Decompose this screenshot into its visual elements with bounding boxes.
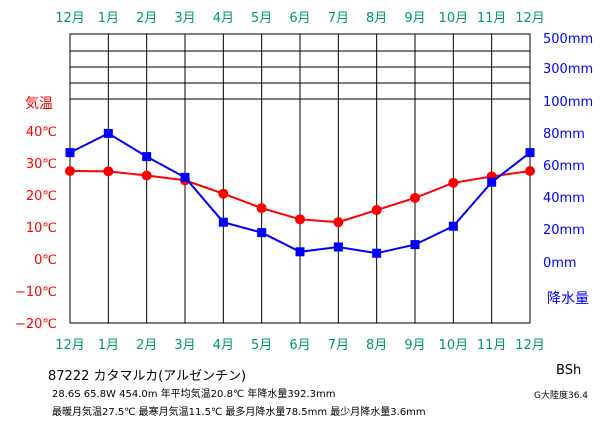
- temperature-point: [333, 217, 344, 228]
- temperature-point: [65, 166, 75, 176]
- month-label-bottom: 12月: [515, 338, 545, 353]
- station-stats-line2: 最暖月気温27.5℃ 最寒月気温11.5℃ 最多月降水量78.5mm 最少月降水…: [52, 407, 426, 418]
- climate-class: BSh: [556, 363, 582, 378]
- temperature-point: [103, 166, 114, 177]
- precipitation-point: [333, 242, 343, 252]
- right-tick-label: 300mm: [543, 62, 593, 77]
- continentality-index: G大陸度36.4: [534, 391, 589, 401]
- right-axis-label: 降水量: [547, 291, 589, 307]
- month-label-top: 10月: [439, 11, 469, 26]
- temperature-point: [525, 166, 535, 176]
- month-label-top: 9月: [404, 11, 425, 26]
- month-label-bottom: 8月: [366, 338, 387, 353]
- right-tick-label: 20mm: [543, 223, 585, 238]
- month-label-bottom: 4月: [213, 338, 234, 353]
- station-stats-line1: 28.6S 65.8W 454.0m 年平均気温20.8℃ 年降水量392.3m…: [52, 389, 336, 400]
- precipitation-point: [487, 177, 497, 187]
- month-label-top: 12月: [515, 11, 545, 26]
- precipitation-point: [525, 148, 535, 158]
- precipitation-point: [142, 152, 152, 162]
- month-label-top: 4月: [213, 11, 234, 26]
- month-label-top: 7月: [328, 11, 349, 26]
- left-tick-label: 20℃: [26, 189, 57, 204]
- precipitation-point: [257, 228, 267, 238]
- temperature-point: [295, 214, 305, 225]
- right-axis-ticks: 500mm 300mm 100mm 80mm 60mm 40mm 20mm 0mm: [543, 32, 593, 271]
- precipitation-point: [295, 247, 305, 257]
- right-tick-label: 40mm: [543, 191, 585, 206]
- precipitation-point: [103, 128, 113, 138]
- month-label-top: 11月: [477, 11, 507, 26]
- temperature-point: [141, 170, 152, 181]
- right-tick-label: 0mm: [543, 256, 577, 271]
- left-axis-label: 気温: [25, 96, 53, 112]
- left-tick-label: 0℃: [34, 253, 57, 268]
- temperature-point: [410, 192, 420, 203]
- month-label-bottom: 7月: [328, 338, 349, 353]
- month-label-top: 3月: [174, 11, 195, 26]
- month-label-bottom: 1月: [98, 338, 119, 353]
- right-tick-label: 80mm: [543, 127, 585, 142]
- temperature-point: [371, 205, 382, 216]
- left-tick-label: 30℃: [26, 157, 57, 172]
- precipitation-point: [372, 248, 382, 258]
- plot-frame: [69, 33, 531, 324]
- precipitation-point: [65, 148, 75, 158]
- right-tick-label: 500mm: [543, 32, 593, 47]
- left-tick-label: −10℃: [15, 285, 57, 300]
- temperature-point: [448, 177, 459, 188]
- left-axis-ticks: 40℃ 30℃ 20℃ 10℃ 0℃ −10℃ −20℃: [15, 125, 57, 332]
- top-month-labels: 12月 1月 2月 3月 4月 5月 6月 7月 8月 9月 10月 11月 12月: [55, 11, 545, 26]
- month-label-bottom: 3月: [174, 338, 195, 353]
- left-tick-label: 10℃: [26, 221, 57, 236]
- month-label-bottom: 12月: [55, 338, 85, 353]
- left-tick-label: 40℃: [26, 125, 57, 140]
- temperature-point: [218, 188, 229, 199]
- right-tick-label: 100mm: [543, 95, 593, 110]
- precipitation-point: [218, 217, 228, 227]
- precipitation-point: [180, 172, 190, 182]
- precipitation-point: [448, 221, 458, 231]
- left-tick-label: −20℃: [15, 317, 57, 332]
- station-name: 87222 カタマルカ(アルゼンチン): [48, 369, 247, 384]
- month-label-top: 2月: [136, 11, 157, 26]
- month-label-bottom: 10月: [439, 338, 469, 353]
- month-label-top: 12月: [55, 11, 85, 26]
- month-label-bottom: 2月: [136, 338, 157, 353]
- month-label-top: 1月: [98, 11, 119, 26]
- series-layer: [65, 128, 535, 258]
- month-label-top: 6月: [289, 11, 310, 26]
- right-tick-label: 60mm: [543, 159, 585, 174]
- month-label-bottom: 9月: [404, 338, 425, 353]
- month-label-bottom: 11月: [477, 338, 507, 353]
- month-label-top: 8月: [366, 11, 387, 26]
- month-label-bottom: 5月: [251, 338, 272, 353]
- precipitation-point: [410, 240, 420, 250]
- temperature-point: [256, 203, 267, 214]
- bottom-month-labels: 12月 1月 2月 3月 4月 5月 6月 7月 8月 9月 10月 11月 12月: [55, 338, 545, 353]
- month-label-bottom: 6月: [289, 338, 310, 353]
- month-label-top: 5月: [251, 11, 272, 26]
